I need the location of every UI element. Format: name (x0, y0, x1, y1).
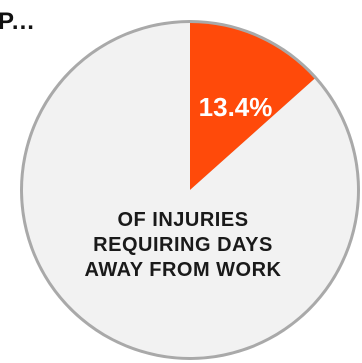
cropped-heading: P... (0, 8, 35, 35)
pie-slice-2 (23, 23, 358, 358)
pie-slice-1 (190, 23, 315, 190)
pie-caption: OF INJURIES REQUIRING DAYS AWAY FROM WOR… (84, 209, 282, 281)
pie-slice-label: 13.4% (199, 92, 273, 122)
